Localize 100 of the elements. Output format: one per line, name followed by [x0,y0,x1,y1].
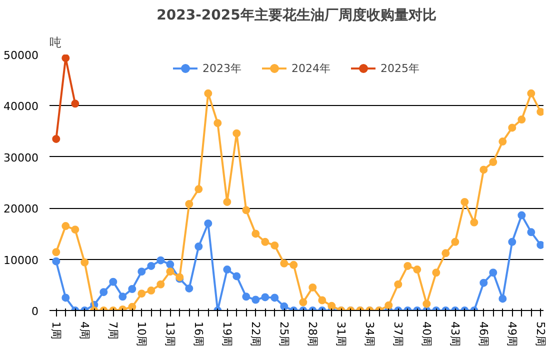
point [156,256,165,264]
y-tick-label: 40000 [4,100,39,114]
point [118,292,127,301]
x-tick-label: 7周 [106,322,120,340]
y-tick-label: 0 [32,305,38,318]
point [138,268,146,276]
point [204,219,212,228]
point [147,262,156,270]
point [404,262,412,270]
point [80,258,89,266]
point [489,268,498,277]
point [242,292,250,301]
point [194,242,203,250]
point [527,89,536,98]
point [290,260,298,269]
point [498,138,507,146]
point [308,283,317,292]
point [299,298,308,306]
y-tick-label: 20000 [4,202,39,216]
point [280,259,288,268]
point [147,286,156,295]
x-tick-label: 1周 [50,322,63,340]
legend-label: 2024年 [292,60,330,76]
x-tick-label: 43周 [448,322,462,346]
point [261,238,270,246]
chart-title: 2023-2025年主要花生油厂周度收购量对比 [156,6,436,24]
point [518,211,526,220]
point [480,166,488,174]
x-tick-label: 46周 [477,322,490,346]
point [536,240,544,249]
point [62,54,70,62]
point [470,218,478,226]
point [460,198,469,206]
legend-label: 2025年 [380,60,420,76]
point [384,301,393,310]
point [232,129,241,138]
point [252,230,260,238]
point [194,185,203,194]
x-tick-label: 13周 [164,322,177,346]
x-tick-label: 25周 [278,322,291,346]
point [480,278,488,287]
point [508,238,516,246]
x-tick-label: 28周 [306,322,320,346]
x-tick-label: 40周 [420,322,434,346]
point [128,285,136,293]
point [223,198,232,206]
point [52,248,60,256]
point [432,268,440,277]
x-tick-label: 31周 [334,322,348,346]
point [518,116,526,124]
point [62,222,70,230]
point [270,294,279,302]
point [451,238,460,246]
point [318,296,326,304]
x-tick-label: 19周 [220,322,234,346]
point [52,257,60,266]
point [128,302,136,310]
x-tick-label: 10周 [135,322,148,346]
point [71,100,80,108]
point [498,294,507,303]
x-tick-label: 49周 [506,322,519,346]
x-tick-label: 37周 [392,322,405,346]
point [261,293,270,302]
point [185,284,194,292]
point [536,108,544,116]
point [442,249,450,258]
point [508,124,516,132]
point [223,266,232,274]
point [328,302,336,310]
point [185,200,194,208]
point [394,280,402,288]
y-tick-label: 30000 [4,151,39,164]
point [62,294,70,302]
point [242,206,250,214]
point [156,280,165,288]
point [71,226,80,234]
x-tick-label: 52周 [534,322,548,346]
point [280,302,288,310]
x-tick-label: 16周 [192,322,206,346]
legend-label: 2023年 [202,60,242,76]
point [232,272,241,280]
point [270,241,279,250]
point [204,89,212,98]
point [252,296,260,304]
point [413,266,422,274]
x-tick-label: 34周 [363,322,376,346]
point [52,134,60,143]
point [489,158,498,166]
y-tick-label: 50000 [4,49,39,62]
point [527,228,536,236]
y-axis-title: 吨 [50,36,62,50]
point [100,288,108,296]
y-tick-label: 10000 [4,254,39,267]
x-tick-label: 22周 [249,322,262,346]
point [214,119,222,128]
point [166,268,174,276]
point [138,290,146,298]
x-tick-label: 4周 [78,322,92,340]
point [109,278,118,286]
point [166,260,174,268]
